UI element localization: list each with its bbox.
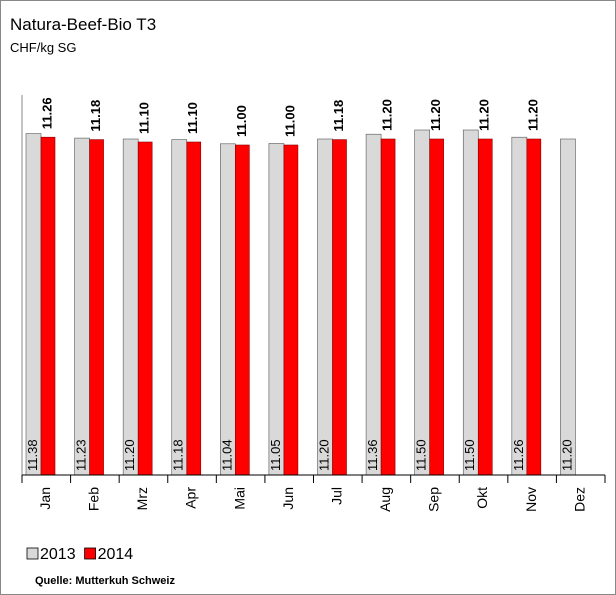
x-tick-label: Sep (426, 487, 442, 512)
x-tick-label: Jan (37, 487, 53, 510)
x-tick-label: Mai (231, 487, 247, 510)
x-tick-label: Jul (328, 487, 344, 505)
bar (511, 136, 528, 476)
source: Quelle: Mutterkuh Schweiz (35, 575, 175, 587)
value-label: 11.18 (331, 100, 346, 132)
bar (89, 139, 104, 476)
x-tick-label: Feb (86, 487, 102, 511)
value-label: 11.10 (137, 102, 152, 134)
bar (40, 136, 56, 476)
legend-swatch (26, 547, 39, 560)
bar (186, 141, 202, 476)
value-label: 11.20 (122, 439, 137, 471)
bar (220, 143, 236, 476)
value-label: 11.20 (477, 99, 492, 131)
value-label: 11.26 (39, 97, 54, 129)
bar (414, 129, 430, 476)
bar (25, 133, 42, 476)
value-label: 11.20 (428, 99, 443, 131)
value-label: 11.38 (25, 439, 40, 471)
bar (317, 138, 333, 476)
bar (268, 143, 285, 476)
value-label: 11.20 (316, 439, 331, 471)
value-label: 11.20 (525, 99, 540, 131)
legend-label: 2014 (98, 546, 134, 563)
bar (526, 138, 542, 476)
bar (171, 139, 188, 476)
x-tick-label: Jun (280, 487, 296, 510)
value-label: 11.23 (74, 439, 89, 471)
bar (380, 138, 396, 476)
value-label: 11.36 (365, 439, 380, 471)
value-label: 11.00 (234, 105, 249, 137)
value-label: 11.20 (559, 439, 574, 471)
value-label: 11.10 (185, 102, 200, 134)
bar (74, 137, 90, 476)
x-tick-label: Apr (183, 487, 199, 509)
bar (137, 141, 153, 476)
x-tick-label: Mrz (134, 487, 150, 510)
bar (560, 138, 576, 476)
value-label: 11.20 (380, 99, 395, 131)
legend-swatch (84, 547, 96, 560)
bar (332, 139, 347, 476)
value-label: 11.18 (88, 100, 103, 132)
value-label: 11.04 (219, 439, 234, 471)
x-tick-label: Dez (571, 487, 587, 512)
value-label: 11.50 (462, 439, 477, 471)
value-label: 11.50 (414, 439, 429, 471)
chart-title: Natura-Beef-Bio T3 (10, 15, 156, 34)
x-tick-label: Okt (474, 487, 490, 509)
value-label: 11.00 (282, 105, 297, 137)
x-tick-label: Nov (523, 487, 539, 512)
chart-subtitle: CHF/kg SG (10, 40, 76, 55)
bar (122, 138, 139, 476)
bar (477, 138, 493, 476)
legend-label: 2013 (40, 546, 76, 563)
value-label: 11.05 (268, 439, 283, 471)
x-tick-label: Aug (377, 487, 393, 512)
value-label: 11.26 (511, 439, 526, 471)
bar (462, 129, 479, 476)
bar (235, 144, 250, 476)
bar (365, 133, 382, 476)
bar (429, 138, 444, 476)
value-label: 11.18 (171, 439, 186, 471)
bar (283, 144, 299, 476)
